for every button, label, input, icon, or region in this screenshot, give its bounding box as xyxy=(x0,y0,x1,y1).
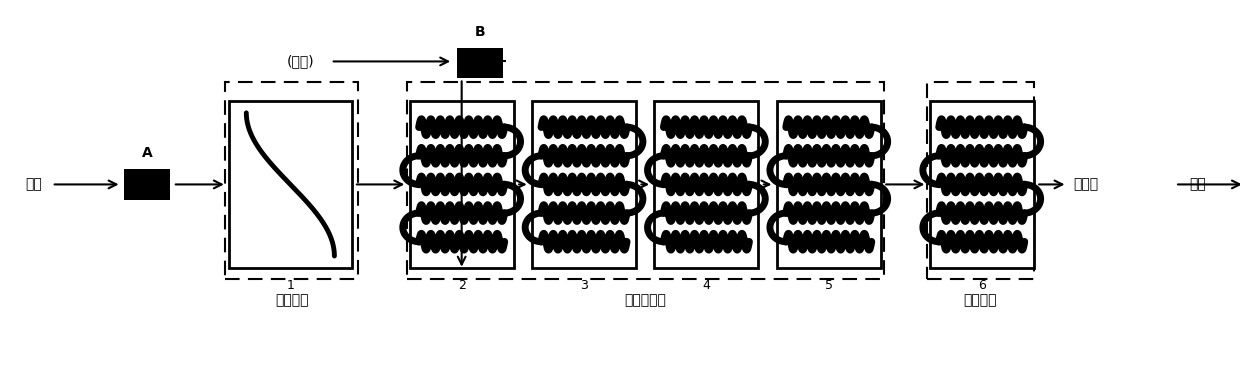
Text: 1: 1 xyxy=(286,279,294,292)
Bar xyxy=(226,82,357,279)
Text: 预热模块: 预热模块 xyxy=(275,293,309,307)
Bar xyxy=(655,101,759,268)
Text: 4: 4 xyxy=(703,279,711,292)
Text: 物料: 物料 xyxy=(25,177,42,192)
Bar xyxy=(456,48,503,78)
Text: 3: 3 xyxy=(580,279,588,292)
Text: 产品: 产品 xyxy=(1189,177,1207,192)
Text: 后处理: 后处理 xyxy=(1074,177,1099,192)
Bar xyxy=(407,82,884,279)
Text: 降温模块: 降温模块 xyxy=(963,293,997,307)
Text: 2: 2 xyxy=(458,279,465,292)
Bar xyxy=(930,101,1034,268)
Bar xyxy=(229,101,351,268)
Bar xyxy=(776,101,880,268)
Bar xyxy=(409,101,513,268)
Bar xyxy=(124,169,170,200)
Text: (氯气): (氯气) xyxy=(288,55,315,68)
Text: 反应模块组: 反应模块组 xyxy=(624,293,666,307)
Bar xyxy=(926,82,1034,279)
Text: 5: 5 xyxy=(825,279,833,292)
Bar xyxy=(532,101,636,268)
Text: A: A xyxy=(141,146,153,160)
Text: B: B xyxy=(475,25,485,39)
Text: 6: 6 xyxy=(978,279,986,292)
